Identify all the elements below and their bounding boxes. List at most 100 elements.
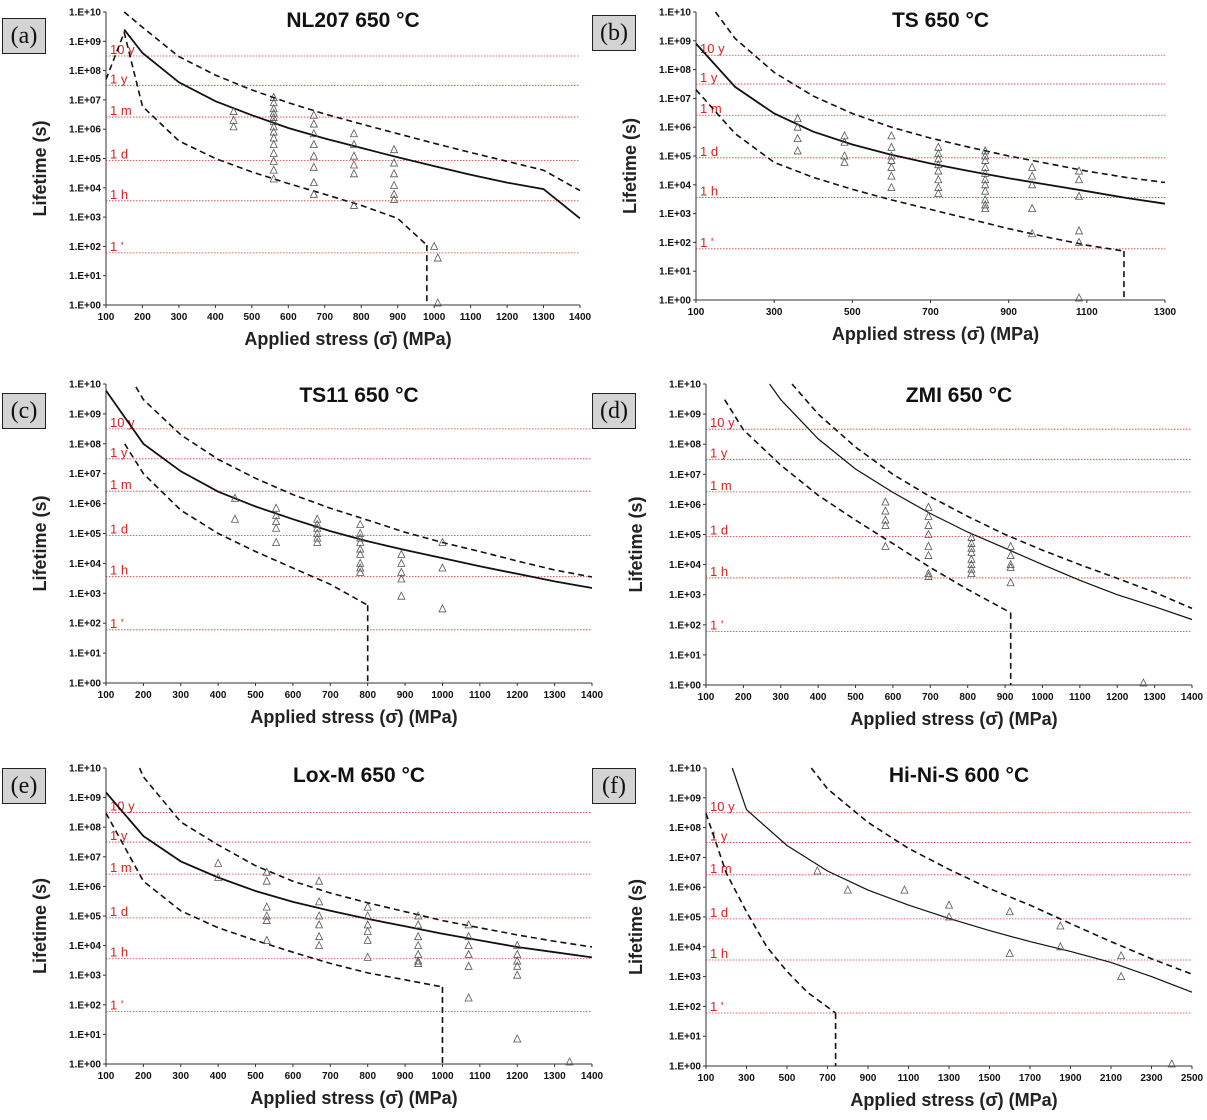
data-point <box>262 867 271 876</box>
x-tick-label: 800 <box>353 312 370 323</box>
data-point <box>269 156 278 165</box>
reference-label: 1 y <box>700 70 718 85</box>
x-tick-label: 400 <box>810 692 827 703</box>
x-tick-label: 1400 <box>569 312 592 323</box>
data-point <box>1116 971 1126 981</box>
y-tick-label: 1.E+06 <box>69 125 101 136</box>
data-point <box>813 866 822 875</box>
data-point <box>924 511 933 520</box>
data-point <box>262 911 271 920</box>
x-tick-label: 2300 <box>1140 1073 1163 1084</box>
data-point <box>881 506 890 515</box>
data-point <box>1006 562 1015 571</box>
chart-panel-d: (d) 1.E+00 1.E+01 1.E+02 1.E+03 1.E+04 1.E+05… <box>590 375 1207 740</box>
reference-label: 1 d <box>110 146 128 161</box>
x-tick-label: 300 <box>172 1071 189 1082</box>
reference-label: 1 d <box>110 904 128 919</box>
data-point <box>262 915 271 924</box>
reference-label: 1 ' <box>110 616 123 631</box>
panel-badge: (e) <box>2 768 46 804</box>
y-tick-label: 1.E+03 <box>669 590 701 601</box>
y-axis-label: Lifetime (s) <box>30 495 50 591</box>
lower-bound-curve <box>724 399 1012 614</box>
data-point <box>356 563 365 572</box>
x-tick-label: 500 <box>847 692 864 703</box>
data-point <box>981 194 990 204</box>
upper-bound-curve <box>714 11 1166 184</box>
panel-badge: (c) <box>2 393 46 429</box>
data-point <box>269 112 278 121</box>
x-tick-label: 100 <box>98 690 115 701</box>
y-tick-label: 1.E+00 <box>669 681 701 692</box>
data-point <box>1027 162 1037 171</box>
reference-label: 1 m <box>710 861 732 876</box>
y-tick-label: 1.E+07 <box>69 95 101 106</box>
x-tick-label: 1100 <box>1069 692 1091 703</box>
y-tick-label: 1.E+10 <box>69 764 101 775</box>
y-tick-label: 1.E+08 <box>669 440 701 451</box>
y-tick-label: 1.E+08 <box>659 65 691 76</box>
data-point <box>262 935 271 944</box>
data-point <box>967 559 976 569</box>
data-point <box>313 533 322 542</box>
x-tick-label: 900 <box>397 690 414 701</box>
data-point <box>397 574 406 583</box>
chart-title: Lox-M 650 °C <box>293 764 425 787</box>
data-point <box>309 110 318 119</box>
data-point <box>349 128 359 138</box>
y-tick-label: 1.E+07 <box>69 852 101 863</box>
y-tick-label: 1.E+07 <box>659 94 691 105</box>
data-point <box>1006 550 1015 559</box>
upper-bound-curve <box>138 767 593 948</box>
x-tick-label: 800 <box>959 692 976 703</box>
chart-title: NL207 650 °C <box>286 9 419 32</box>
y-axis-label: Lifetime (s) <box>620 118 640 214</box>
y-tick-label: 1.E+09 <box>669 793 701 804</box>
data-point <box>438 537 447 546</box>
y-tick-label: 1.E+02 <box>69 619 101 630</box>
x-tick-label: 300 <box>738 1073 755 1084</box>
data-point <box>356 544 365 553</box>
reference-label: 1 h <box>110 187 128 202</box>
chart-svg: 1.E+00 1.E+01 1.E+02 1.E+03 1.E+04 1.E+05 1.E+… <box>620 8 1177 345</box>
x-tick-label: 400 <box>207 312 224 323</box>
data-point <box>1027 228 1037 238</box>
data-point <box>981 151 990 160</box>
data-point <box>1074 237 1084 246</box>
reference-label: 1 h <box>710 946 728 961</box>
data-point <box>309 162 318 171</box>
data-point <box>887 142 896 151</box>
y-tick-label: 1.E+07 <box>669 853 701 864</box>
data-point <box>900 885 909 894</box>
data-point <box>271 537 281 546</box>
data-point <box>356 567 365 576</box>
chart-title: TS11 650 °C <box>299 384 418 407</box>
data-point <box>389 180 399 189</box>
y-tick-label: 1.E+07 <box>69 469 101 480</box>
data-point <box>1074 166 1084 175</box>
data-point <box>513 956 522 965</box>
x-tick-label: 500 <box>247 690 264 701</box>
data-point <box>438 563 447 572</box>
data-point <box>269 121 278 131</box>
data-point <box>924 520 933 529</box>
x-tick-label: 100 <box>98 1071 115 1082</box>
y-tick-label: 1.E+06 <box>69 882 101 893</box>
y-tick-label: 1.E+10 <box>669 380 701 391</box>
x-tick-label: 200 <box>735 692 752 703</box>
fit-curve <box>695 42 1166 205</box>
data-point <box>1116 950 1126 960</box>
x-tick-label: 700 <box>819 1073 836 1084</box>
data-point <box>967 554 976 563</box>
data-point <box>269 165 278 174</box>
data-point <box>309 139 318 148</box>
data-point <box>271 523 281 532</box>
y-tick-label: 1.E+04 <box>669 942 701 953</box>
x-tick-label: 100 <box>698 1073 715 1084</box>
reference-label: 10 y <box>700 41 725 56</box>
reference-label: 10 y <box>110 415 135 430</box>
data-point <box>464 920 473 929</box>
y-tick-label: 1.E+01 <box>669 1032 701 1043</box>
panel-badge: (f) <box>592 768 636 804</box>
x-tick-label: 1300 <box>1154 307 1177 318</box>
